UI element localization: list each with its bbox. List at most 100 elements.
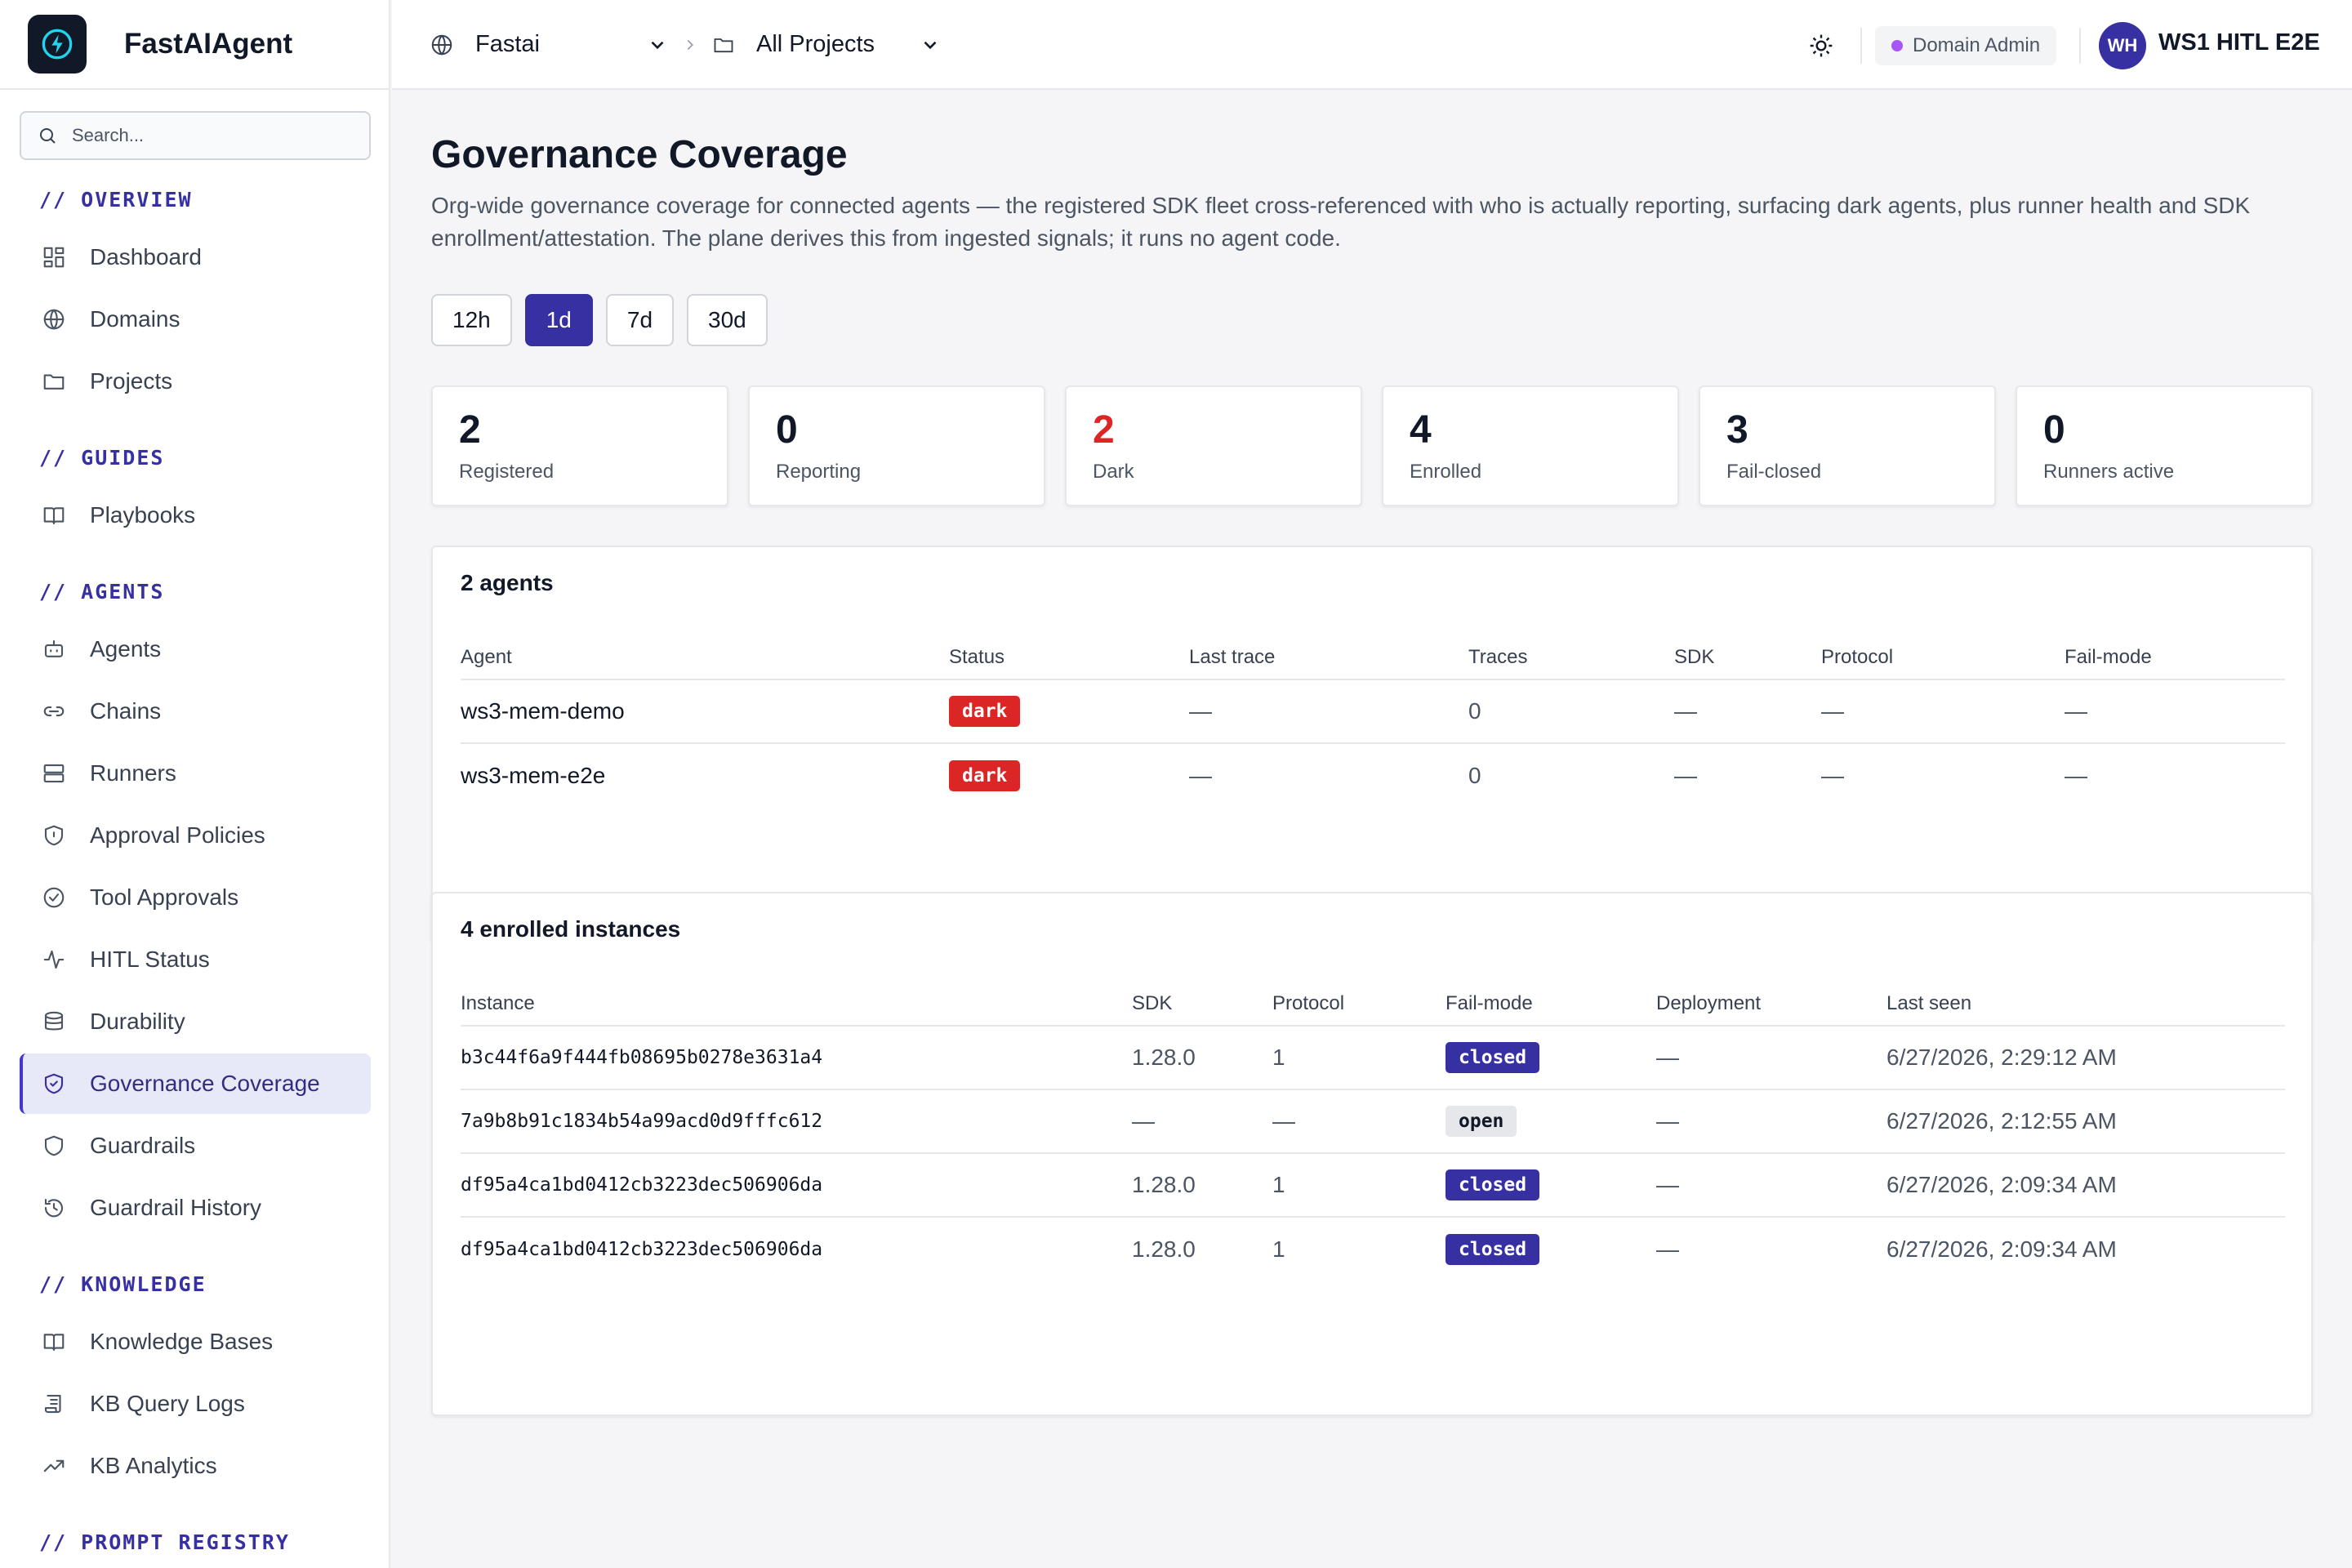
table-cell: — bbox=[1189, 679, 1468, 744]
table-row[interactable]: ws3-mem-demo dark —0— — — bbox=[461, 679, 2285, 744]
instance-id-cell: df95a4ca1bd0412cb3223dec506906da bbox=[461, 1238, 823, 1260]
table-cell: 1.28.0 bbox=[1132, 1236, 1196, 1262]
table-cell: — bbox=[1821, 679, 2065, 744]
column-header: SDK bbox=[1132, 982, 1272, 1027]
sidebar-item-kb-analytics[interactable]: KB Analytics bbox=[20, 1436, 371, 1496]
fail-mode-cell: open bbox=[1446, 1089, 1656, 1154]
sidebar-item-dashboard[interactable]: Dashboard bbox=[20, 227, 371, 287]
book-open-icon bbox=[41, 1329, 67, 1355]
divider bbox=[1860, 28, 1862, 64]
sidebar-item-label: Knowledge Bases bbox=[90, 1329, 274, 1354]
table-cell: 0 bbox=[1468, 679, 1674, 744]
table-cell: 1 bbox=[1272, 1236, 1285, 1262]
project-name: All Projects bbox=[756, 31, 875, 57]
sidebar-item-guardrail-history[interactable]: Guardrail History bbox=[20, 1178, 371, 1238]
chevron-down-icon bbox=[651, 41, 664, 49]
table-cell: 6/27/2026, 2:09:34 AM bbox=[1886, 1236, 2117, 1262]
table-cell: 1.28.0 bbox=[1132, 1026, 1272, 1090]
sidebar-item-governance-coverage[interactable]: Governance Coverage bbox=[20, 1054, 371, 1114]
divider bbox=[2079, 28, 2081, 64]
table-cell: — bbox=[2065, 679, 2285, 744]
stat-value: 0 bbox=[2043, 408, 2065, 452]
table-cell: — bbox=[1674, 679, 1821, 744]
table-cell: — bbox=[1189, 762, 1212, 788]
shield-check-icon bbox=[41, 1071, 67, 1097]
instances-table-header: Instance SDK Protocol Fail-mode Deployment La… bbox=[461, 982, 2285, 1027]
section-gap bbox=[0, 547, 389, 564]
sidebar-item-knowledge-bases[interactable]: Knowledge Bases bbox=[20, 1312, 371, 1372]
domain-name: Fastai bbox=[475, 31, 540, 57]
stat-card-dark: 2 Dark bbox=[1065, 385, 1362, 506]
table-cell: ws3-mem-e2e bbox=[461, 762, 606, 788]
trending-up-icon bbox=[41, 1453, 67, 1479]
instance-id-cell: b3c44f6a9f444fb08695b0278e3631a4 bbox=[461, 1026, 1132, 1090]
status-cell: dark bbox=[949, 743, 1189, 807]
table-cell: — bbox=[2065, 762, 2087, 788]
sidebar-item-label: Dashboard bbox=[90, 244, 202, 270]
domain-selector[interactable]: Fastai bbox=[430, 31, 668, 58]
sidebar-item-domains[interactable]: Domains bbox=[20, 289, 371, 350]
column-header: Instance bbox=[461, 982, 1132, 1027]
sidebar-section-title: // KNOWLEDGE bbox=[39, 1272, 207, 1296]
search-input[interactable]: Search... bbox=[20, 111, 371, 160]
check-circle-icon bbox=[41, 884, 67, 911]
page-title: Governance Coverage bbox=[431, 133, 848, 176]
table-cell: 6/27/2026, 2:12:55 AM bbox=[1886, 1089, 2285, 1154]
sidebar-item-agents[interactable]: Agents bbox=[20, 619, 371, 679]
instances-table: Instance SDK Protocol Fail-mode Deployment La… bbox=[461, 982, 2285, 1281]
sidebar-item-label: Chains bbox=[90, 698, 162, 724]
table-cell: — bbox=[1674, 762, 1697, 788]
column-header: Traces bbox=[1468, 635, 1674, 680]
fail-mode-badge: closed bbox=[1446, 1042, 1540, 1073]
avatar[interactable]: WH bbox=[2099, 22, 2146, 69]
stat-card-registered: 2 Registered bbox=[431, 385, 728, 506]
dashboard-icon bbox=[41, 244, 67, 270]
column-header: Deployment bbox=[1656, 982, 1886, 1027]
user-name[interactable]: WS1 HITL E2E bbox=[2158, 29, 2320, 56]
link-icon bbox=[41, 698, 67, 724]
sidebar-item-tool-approvals[interactable]: Tool Approvals bbox=[20, 867, 371, 928]
sidebar-item-playbooks[interactable]: Playbooks bbox=[20, 485, 371, 546]
range-button-12h[interactable]: 12h bbox=[431, 294, 512, 346]
table-row[interactable]: df95a4ca1bd0412cb3223dec506906da 1.28.0 1 c… bbox=[461, 1217, 2285, 1281]
sidebar-item-projects[interactable]: Projects bbox=[20, 351, 371, 412]
stat-card-enrolled: 4 Enrolled bbox=[1382, 385, 1679, 506]
brand[interactable]: FastAIAgent bbox=[0, 0, 389, 90]
stat-label: Dark bbox=[1093, 461, 1134, 483]
project-selector[interactable]: All Projects bbox=[712, 31, 941, 58]
sidebar-item-runners[interactable]: Runners bbox=[20, 743, 371, 804]
sidebar-item-label: Guardrails bbox=[90, 1133, 196, 1158]
sun-icon[interactable] bbox=[1808, 33, 1834, 59]
sidebar-item-kb-query-logs[interactable]: KB Query Logs bbox=[20, 1374, 371, 1434]
range-button-7d[interactable]: 7d bbox=[605, 294, 675, 346]
fail-mode-cell: closed bbox=[1446, 1026, 1656, 1090]
sidebar-item-hitl-status[interactable]: HITL Status bbox=[20, 929, 371, 990]
range-button-30d[interactable]: 30d bbox=[687, 294, 768, 346]
stat-card-fail-closed: 3 Fail-closed bbox=[1699, 385, 1996, 506]
search-icon bbox=[40, 128, 56, 144]
topbar: Fastai All Projects Domain Admin WH WS1 … bbox=[392, 0, 2352, 90]
sidebar-item-approval-policies[interactable]: Approval Policies bbox=[20, 805, 371, 866]
table-row[interactable]: df95a4ca1bd0412cb3223dec506906da 1.28.0 1 c… bbox=[461, 1153, 2285, 1218]
sidebar-item-guardrails[interactable]: Guardrails bbox=[20, 1116, 371, 1176]
section-gap bbox=[0, 413, 389, 430]
sidebar-item-chains[interactable]: Chains bbox=[20, 681, 371, 742]
role-dot bbox=[1891, 40, 1903, 51]
range-button-1d[interactable]: 1d bbox=[524, 294, 593, 346]
bot-icon bbox=[41, 636, 67, 662]
stat-value: 0 bbox=[776, 408, 798, 452]
sidebar-item-durability[interactable]: Durability bbox=[20, 991, 371, 1052]
instance-id-cell: df95a4ca1bd0412cb3223dec506906da bbox=[461, 1153, 1132, 1218]
table-row[interactable]: ws3-mem-e2e dark — 0 — — — bbox=[461, 743, 2285, 807]
stat-value: 2 bbox=[459, 408, 481, 452]
table-row[interactable]: 7a9b8b91c1834b54a99acd0d9fffc612— — open —6… bbox=[461, 1089, 2285, 1154]
search-placeholder: Search... bbox=[72, 125, 145, 145]
stat-value: 4 bbox=[1410, 408, 1432, 452]
table-cell: 1 bbox=[1272, 1153, 1446, 1218]
sidebar-item-label: Playbooks bbox=[90, 502, 196, 528]
table-cell: — bbox=[1132, 1089, 1272, 1154]
instance-id-cell: 7a9b8b91c1834b54a99acd0d9fffc612 bbox=[461, 1089, 1132, 1154]
table-row[interactable]: b3c44f6a9f444fb08695b0278e3631a4 1.28.0 1 c… bbox=[461, 1026, 2285, 1090]
column-header: Protocol bbox=[1272, 982, 1446, 1027]
fail-mode-badge: closed bbox=[1446, 1233, 1540, 1265]
